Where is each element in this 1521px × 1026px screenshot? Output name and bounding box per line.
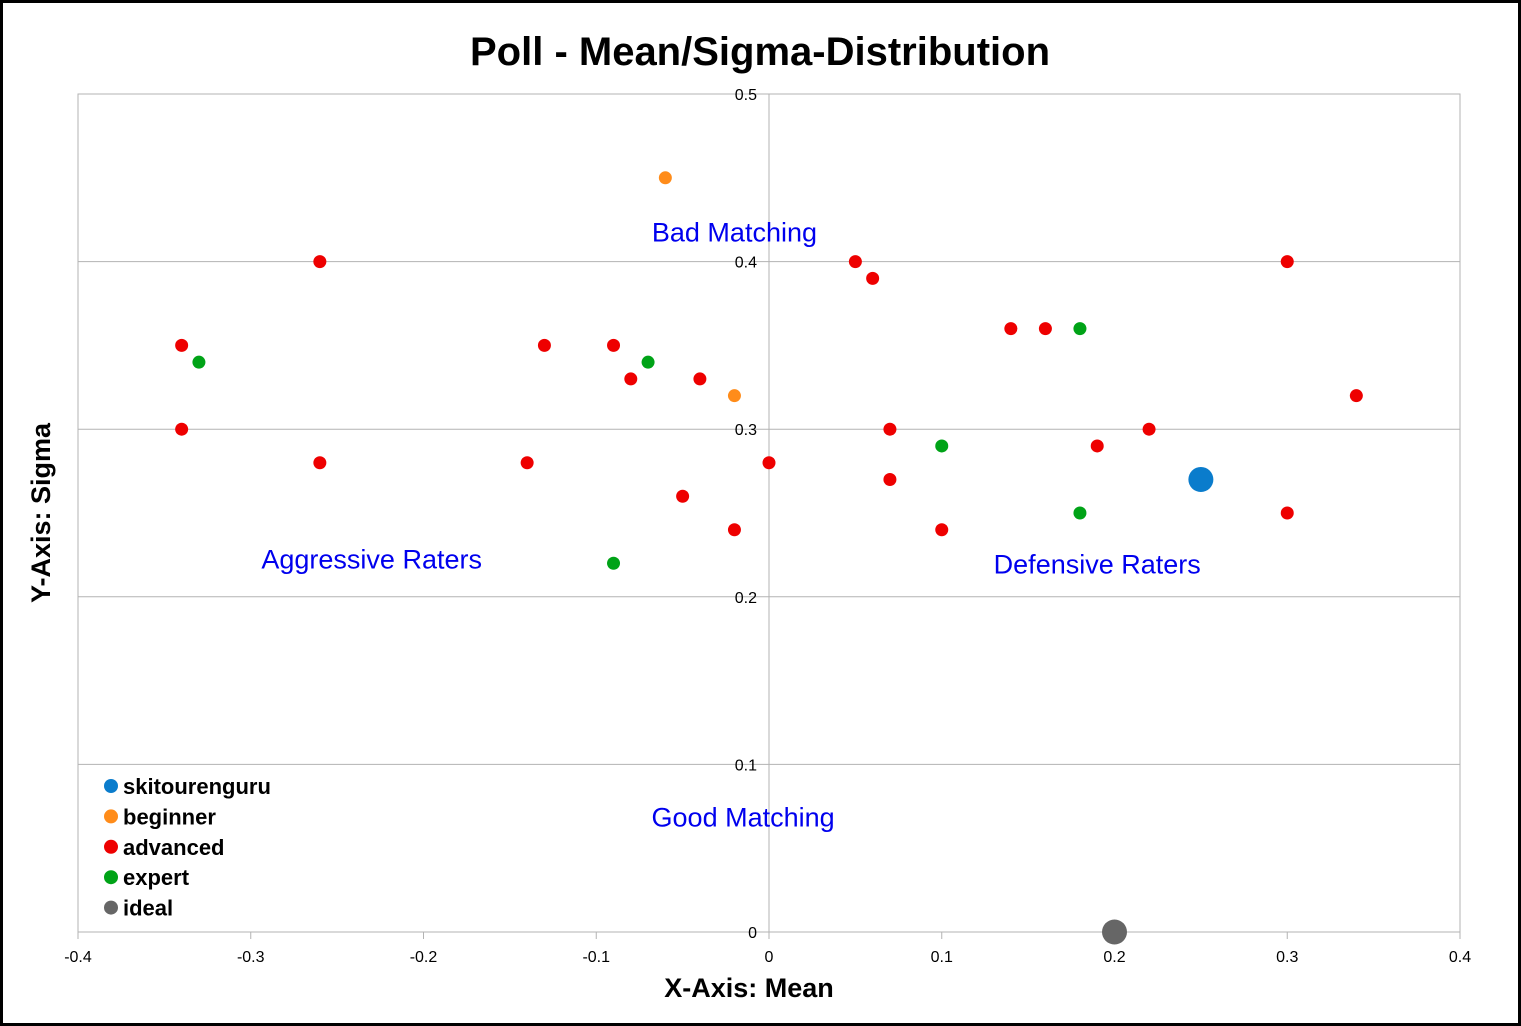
gridlines (77, 93, 1461, 939)
x-axis-title: X-Axis: Mean (664, 973, 834, 1003)
point-advanced (676, 489, 690, 503)
legend: skitourenguru beginner advanced expert ideal (104, 774, 271, 921)
x-tick-label: -0.1 (582, 949, 610, 966)
legend-label-beginner: beginner (123, 804, 216, 829)
legend-label-ideal: ideal (123, 896, 173, 921)
legend-label-advanced: advanced (123, 835, 225, 860)
y-tick-label: 0.5 (735, 87, 757, 104)
annotation-label: Bad Matching (652, 217, 817, 247)
annotation-label: Aggressive Raters (261, 544, 482, 574)
x-tick-label: -0.4 (64, 949, 92, 966)
point-expert (1073, 506, 1087, 520)
x-tick-label: 0.4 (1449, 949, 1471, 966)
chart-title: Poll - Mean/Sigma-Distribution (470, 30, 1050, 74)
annotations: Bad Matching Aggressive Raters Defensive R… (261, 217, 1200, 832)
legend-marker-skitourenguru (104, 779, 118, 793)
y-tick-label: 0.1 (735, 757, 757, 774)
point-advanced (727, 523, 741, 537)
point-advanced (693, 372, 707, 386)
y-tick-label: 0.3 (735, 422, 757, 439)
point-advanced (883, 422, 897, 436)
x-tick-label: 0.1 (931, 949, 953, 966)
x-tick-label: 0 (765, 949, 774, 966)
legend-marker-beginner (104, 809, 118, 824)
point-advanced (607, 338, 621, 352)
y-tick-label: 0 (748, 925, 757, 942)
point-advanced (313, 255, 327, 269)
point-advanced (175, 422, 189, 436)
point-advanced (1090, 439, 1104, 453)
point-expert (641, 355, 655, 369)
point-advanced (1038, 322, 1052, 336)
point-advanced (624, 372, 638, 386)
x-tick-label: -0.3 (237, 949, 265, 966)
annotation-label: Good Matching (652, 802, 835, 832)
point-beginner (658, 171, 672, 185)
x-tick-label: -0.2 (410, 949, 438, 966)
point-advanced (1142, 422, 1156, 436)
point-skitourenguru (1188, 466, 1214, 492)
point-advanced (520, 456, 534, 470)
point-advanced (1004, 322, 1018, 336)
legend-marker-ideal (104, 900, 118, 915)
point-expert (607, 556, 621, 570)
annotation-label: Defensive Raters (994, 549, 1201, 579)
y-tick-label: 0.4 (735, 255, 757, 272)
y-tick-label: 0.2 (735, 590, 757, 607)
point-advanced (175, 338, 189, 352)
legend-label-skitourenguru: skitourenguru (123, 774, 271, 799)
point-advanced (537, 338, 551, 352)
point-advanced (313, 456, 327, 470)
point-expert (192, 355, 206, 369)
point-advanced (762, 456, 776, 470)
point-advanced (1280, 506, 1294, 520)
point-advanced (1349, 389, 1363, 403)
point-expert (935, 439, 949, 453)
point-ideal (1102, 919, 1127, 945)
legend-marker-expert (104, 870, 118, 885)
point-advanced (866, 271, 880, 285)
data-points (175, 171, 1363, 945)
tick-labels: 0 0.1 0.2 0.3 0.4 0.5 -0.4 -0.3 -0.2 -0.1 0 0.1 0.2 0… (64, 87, 1471, 966)
point-advanced (848, 255, 862, 269)
y-axis-title: Y-Axis: Sigma (26, 422, 56, 603)
legend-marker-advanced (104, 839, 118, 854)
point-expert (1073, 322, 1087, 336)
point-advanced (883, 472, 897, 486)
x-tick-label: 0.3 (1276, 949, 1298, 966)
x-tick-label: 0.2 (1103, 949, 1125, 966)
point-advanced (935, 523, 949, 537)
legend-label-expert: expert (123, 865, 190, 890)
point-beginner (727, 389, 741, 403)
point-advanced (1280, 255, 1294, 269)
